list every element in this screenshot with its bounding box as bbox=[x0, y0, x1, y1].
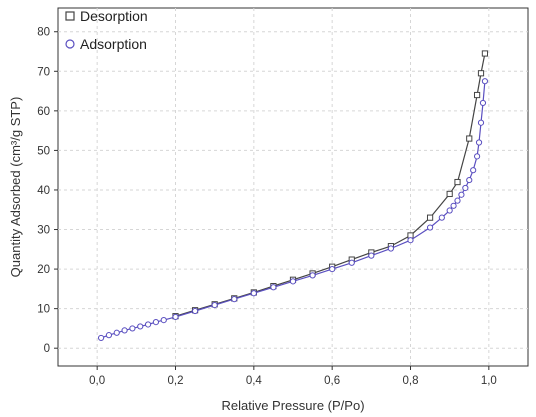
plot-frame bbox=[57, 7, 529, 367]
desorption-point bbox=[466, 135, 473, 142]
y-tick-label: 50 bbox=[37, 145, 50, 157]
desorption-point bbox=[481, 50, 489, 57]
adsorption-point bbox=[270, 284, 277, 291]
adsorption-line bbox=[100, 81, 486, 339]
legend-adsorption-marker bbox=[65, 39, 75, 49]
y-tick-label: 60 bbox=[37, 106, 50, 118]
series-layer bbox=[97, 50, 489, 342]
x-tick-label: 0,0 bbox=[89, 375, 105, 387]
desorption-point bbox=[477, 70, 485, 77]
desorption-point bbox=[446, 190, 453, 198]
adsorption-point bbox=[462, 184, 469, 192]
adsorption-point bbox=[97, 334, 105, 342]
adsorption-point bbox=[211, 301, 218, 309]
x-tick-label: 0,6 bbox=[324, 375, 340, 387]
adsorption-point bbox=[105, 332, 113, 339]
y-tick-label: 10 bbox=[37, 304, 50, 316]
adsorption-point bbox=[289, 278, 297, 285]
desorption-point bbox=[426, 214, 434, 221]
desorption-point bbox=[454, 178, 461, 186]
y-axis-title: Quantity Adsorbed (cm³/g STP) bbox=[8, 97, 23, 278]
adsorption-series bbox=[97, 78, 489, 342]
adsorption-point bbox=[191, 307, 199, 315]
adsorption-point bbox=[407, 237, 414, 244]
adsorption-point bbox=[348, 259, 355, 266]
adsorption-point bbox=[137, 323, 144, 330]
adsorption-point bbox=[329, 265, 336, 273]
adsorption-point bbox=[481, 78, 489, 85]
adsorption-point bbox=[479, 99, 487, 107]
x-axis-ticks: 0,0 0,2 0,4 0,6 0,8 1,0 bbox=[89, 366, 497, 387]
desorption-line bbox=[175, 53, 486, 317]
x-tick-label: 0,2 bbox=[168, 375, 184, 387]
adsorption-point bbox=[121, 327, 128, 334]
y-tick-label: 20 bbox=[37, 264, 50, 276]
x-tick-label: 0,4 bbox=[246, 375, 263, 387]
desorption-series bbox=[172, 50, 489, 320]
adsorption-point bbox=[368, 252, 375, 259]
adsorption-point bbox=[454, 197, 461, 204]
adsorption-point bbox=[152, 318, 160, 326]
y-tick-label: 80 bbox=[37, 27, 50, 39]
x-axis-title: Relative Pressure (P/Po) bbox=[221, 398, 364, 413]
adsorption-point bbox=[113, 329, 120, 336]
adsorption-point bbox=[144, 321, 152, 328]
legend-desorption-label: Desorption bbox=[80, 8, 148, 24]
adsorption-point bbox=[466, 176, 473, 184]
adsorption-point bbox=[450, 202, 457, 209]
adsorption-point bbox=[426, 224, 434, 231]
legend: Desorption Adsorption bbox=[65, 8, 148, 52]
y-tick-label: 40 bbox=[37, 185, 50, 197]
x-tick-label: 1,0 bbox=[481, 375, 497, 387]
legend-desorption-marker bbox=[65, 11, 75, 21]
adsorption-point bbox=[129, 325, 136, 332]
adsorption-point bbox=[473, 153, 481, 160]
adsorption-point bbox=[172, 313, 179, 321]
y-tick-label: 70 bbox=[37, 66, 50, 78]
grid-lines bbox=[58, 8, 528, 366]
y-tick-label: 0 bbox=[44, 343, 50, 355]
adsorption-point bbox=[250, 290, 257, 297]
adsorption-point bbox=[309, 272, 316, 279]
adsorption-point bbox=[231, 296, 238, 303]
y-axis-ticks: 0 10 20 30 40 50 60 70 80 bbox=[37, 27, 58, 355]
adsorption-point bbox=[458, 191, 465, 198]
adsorption-point bbox=[446, 207, 453, 214]
x-tick-label: 0,8 bbox=[403, 375, 419, 387]
desorption-point bbox=[473, 91, 481, 99]
adsorption-point bbox=[470, 167, 477, 174]
adsorption-point bbox=[475, 139, 483, 146]
adsorption-point bbox=[160, 317, 167, 324]
adsorption-point bbox=[438, 214, 445, 221]
adsorption-point bbox=[387, 245, 395, 252]
y-tick-label: 30 bbox=[37, 225, 50, 237]
adsorption-point bbox=[477, 119, 485, 126]
legend-adsorption-label: Adsorption bbox=[80, 36, 147, 52]
